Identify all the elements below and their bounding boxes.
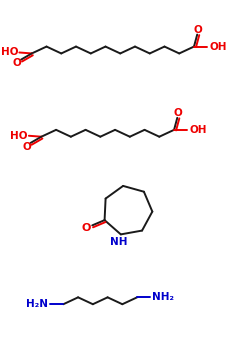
Text: NH₂: NH₂ — [152, 292, 174, 302]
Text: H₂N: H₂N — [26, 299, 48, 309]
Text: O: O — [82, 223, 91, 233]
Text: O: O — [22, 142, 31, 152]
Text: OH: OH — [209, 42, 227, 51]
Text: NH: NH — [110, 237, 128, 247]
Text: O: O — [194, 25, 202, 35]
Text: O: O — [174, 108, 182, 118]
Text: O: O — [13, 58, 22, 69]
Text: HO: HO — [10, 131, 28, 141]
Text: HO: HO — [1, 48, 18, 57]
Text: OH: OH — [190, 125, 207, 135]
